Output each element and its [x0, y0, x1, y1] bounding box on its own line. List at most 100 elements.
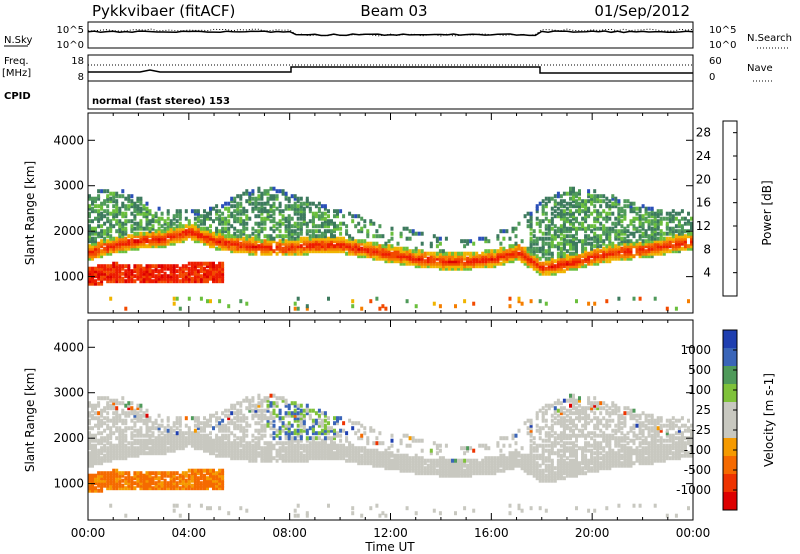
velocity-cell — [218, 468, 222, 473]
velocity-cell — [142, 448, 146, 453]
power-cell — [311, 211, 315, 216]
power-cell — [166, 264, 170, 269]
power-cell — [163, 274, 167, 279]
power-cell — [535, 254, 539, 259]
velocity-cell — [278, 446, 282, 451]
power-cell — [224, 201, 228, 206]
velocity-cell — [339, 443, 343, 448]
power-cell — [529, 251, 533, 256]
velocity-cell — [199, 441, 203, 446]
power-cell — [565, 256, 569, 261]
velocity-cell — [212, 478, 215, 483]
velocity-cell — [181, 486, 185, 491]
power-cell — [575, 256, 578, 261]
power-y-axis-label: Slant Range [km] — [23, 161, 37, 265]
velocity-cell — [417, 461, 421, 466]
power-cell — [351, 249, 355, 254]
power-cell — [206, 279, 209, 284]
velocity-cell — [178, 446, 182, 451]
velocity-cell — [351, 421, 355, 426]
velocity-cell — [336, 451, 339, 456]
velocity-cell — [109, 441, 113, 446]
power-cell — [245, 226, 249, 231]
velocity-cell — [133, 473, 137, 478]
velocity-cell — [136, 483, 140, 488]
velocity-cell — [420, 471, 424, 476]
velocity-cell — [124, 513, 128, 518]
power-cell — [444, 256, 448, 261]
velocity-cell — [224, 428, 228, 433]
velocity-cell — [248, 423, 252, 428]
power-cell — [659, 234, 663, 239]
power-cell — [562, 221, 566, 226]
power-cell — [254, 229, 258, 234]
velocity-cell — [457, 468, 460, 473]
power-cell — [626, 199, 630, 204]
power-cell — [653, 251, 657, 256]
velocity-cell — [163, 438, 167, 443]
velocity-cell — [254, 453, 258, 458]
velocity-cell — [248, 443, 252, 448]
velocity-cell — [181, 478, 185, 483]
velocity-cell — [154, 446, 158, 451]
power-cell — [593, 256, 597, 261]
velocity-cell — [336, 433, 339, 438]
power-cell — [593, 236, 597, 241]
power-cell — [620, 231, 624, 236]
y-tick-label: 2000 — [53, 224, 84, 238]
power-cell — [653, 224, 657, 229]
power-cell — [130, 271, 134, 276]
power-cell — [242, 249, 246, 254]
velocity-cell — [88, 418, 91, 423]
velocity-cell — [160, 448, 164, 453]
velocity-cell — [206, 433, 209, 438]
power-cell — [106, 209, 110, 214]
power-cell — [260, 239, 264, 244]
nsky-label: N.Sky — [4, 35, 32, 46]
power-cell — [203, 234, 206, 239]
power-cell — [148, 269, 152, 274]
velocity-cell — [457, 473, 460, 478]
power-cell — [611, 254, 615, 259]
power-cell — [115, 249, 119, 254]
power-cell — [130, 211, 134, 216]
power-cell — [544, 236, 548, 241]
velocity-cell — [203, 438, 206, 443]
power-cell — [635, 229, 639, 234]
velocity-cell — [269, 446, 273, 451]
power-cell — [602, 254, 606, 259]
power-cell — [478, 259, 482, 264]
power-cell — [184, 266, 188, 271]
velocity-cell — [296, 438, 300, 443]
power-cell — [438, 236, 442, 241]
power-cell — [644, 211, 648, 216]
power-cell — [605, 234, 609, 239]
power-cell — [224, 226, 228, 231]
velocity-cell — [248, 448, 252, 453]
power-cell — [314, 249, 318, 254]
power-cell — [157, 279, 161, 284]
velocity-cell — [269, 403, 273, 408]
power-cell — [520, 259, 524, 264]
velocity-cell — [206, 506, 209, 511]
power-cell — [327, 224, 330, 229]
power-cell — [299, 216, 303, 221]
power-cell — [578, 211, 581, 216]
power-cell — [281, 216, 285, 221]
power-cell — [251, 206, 255, 211]
power-cell — [218, 221, 222, 226]
velocity-cell — [172, 508, 176, 513]
power-cell — [336, 209, 339, 214]
power-cell — [680, 246, 684, 251]
power-cell — [88, 196, 91, 201]
power-cell — [662, 239, 666, 244]
power-cell — [227, 239, 231, 244]
power-cell — [88, 246, 91, 251]
velocity-cell — [187, 481, 191, 486]
power-cell — [317, 214, 321, 219]
power-cell — [203, 269, 206, 274]
velocity-cell — [308, 408, 312, 413]
power-cell — [569, 201, 572, 206]
power-cell — [569, 191, 572, 196]
velocity-cell — [169, 478, 173, 483]
